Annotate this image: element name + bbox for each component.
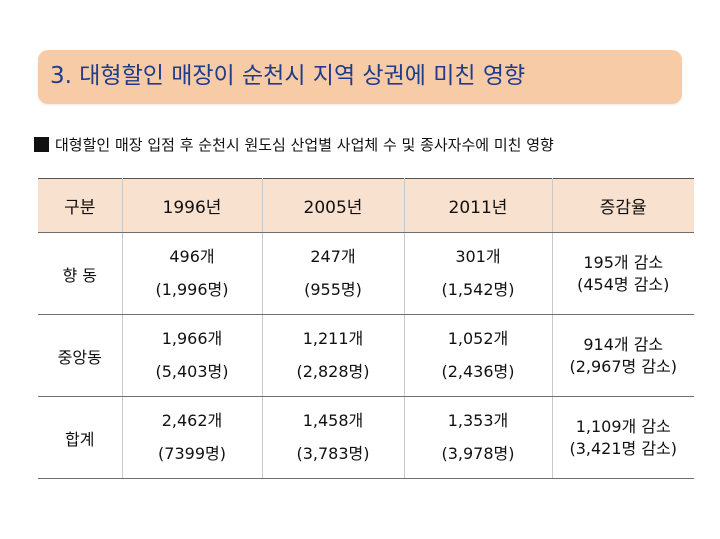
section-title-banner: 3. 대형할인 매장이 순천시 지역 상권에 미친 영향 — [38, 50, 682, 104]
business-count: 1,052개 — [447, 329, 509, 348]
business-count: 1,353개 — [447, 411, 509, 430]
employee-decrease: (454명 감소) — [577, 274, 670, 294]
cell-2005: 1,458개 (3,783명) — [261, 396, 405, 479]
row-label: 합계 — [38, 396, 123, 479]
table-caption-text: 대형할인 매장 입점 후 순천시 원도심 산업별 사업체 수 및 종사자수에 미… — [55, 136, 554, 154]
business-count: 247개 — [310, 247, 356, 266]
cell-1996: 2,462개 (7399명) — [121, 396, 263, 479]
business-decrease: 195개 감소 — [583, 252, 664, 272]
employee-count: (3,978명) — [441, 444, 515, 463]
business-decrease: 1,109개 감소 — [575, 416, 671, 436]
employee-decrease: (2,967명 감소) — [569, 356, 678, 376]
table-row: 향 동 496개 (1,996명) 247개 (955명) 301개 (1,54… — [38, 232, 694, 315]
employee-count: (7399명) — [158, 444, 226, 463]
statistics-table: 구분 1996년 2005년 2011년 증감율 향 동 496개 (1,996… — [38, 178, 694, 479]
business-count: 1,211개 — [302, 329, 364, 348]
table-header-row: 구분 1996년 2005년 2011년 증감율 — [38, 178, 694, 233]
employee-count: (955명) — [304, 280, 362, 299]
employee-count: (1,542명) — [441, 280, 515, 299]
column-header-2011: 2011년 — [403, 178, 553, 233]
business-count: 2,462개 — [161, 411, 223, 430]
business-decrease: 914개 감소 — [583, 334, 664, 354]
employee-count: (2,828명) — [296, 362, 370, 381]
table-row: 합계 2,462개 (7399명) 1,458개 (3,783명) 1,353개… — [38, 396, 694, 479]
employee-count: (5,403명) — [155, 362, 229, 381]
cell-2011: 1,353개 (3,978명) — [403, 396, 553, 479]
business-count: 301개 — [455, 247, 501, 266]
cell-2011: 1,052개 (2,436명) — [403, 314, 553, 397]
employee-count: (2,436명) — [441, 362, 515, 381]
employee-count: (3,783명) — [296, 444, 370, 463]
row-label: 중앙동 — [38, 314, 123, 397]
business-count: 1,966개 — [161, 329, 223, 348]
column-header-change: 증감율 — [551, 178, 694, 233]
table-row: 중앙동 1,966개 (5,403명) 1,211개 (2,828명) 1,05… — [38, 314, 694, 397]
cell-change: 1,109개 감소 (3,421명 감소) — [551, 396, 694, 479]
business-count: 496개 — [169, 247, 215, 266]
row-label: 향 동 — [38, 232, 123, 315]
column-header-2005: 2005년 — [261, 178, 405, 233]
cell-1996: 1,966개 (5,403명) — [121, 314, 263, 397]
black-square-bullet-icon — [34, 137, 49, 152]
column-header-category: 구분 — [38, 178, 123, 233]
employee-decrease: (3,421명 감소) — [569, 438, 678, 458]
column-header-1996: 1996년 — [121, 178, 263, 233]
cell-2011: 301개 (1,542명) — [403, 232, 553, 315]
table-caption: 대형할인 매장 입점 후 순천시 원도심 산업별 사업체 수 및 종사자수에 미… — [34, 135, 554, 155]
cell-change: 914개 감소 (2,967명 감소) — [551, 314, 694, 397]
cell-change: 195개 감소 (454명 감소) — [551, 232, 694, 315]
cell-2005: 1,211개 (2,828명) — [261, 314, 405, 397]
business-count: 1,458개 — [302, 411, 364, 430]
section-title: 3. 대형할인 매장이 순천시 지역 상권에 미친 영향 — [50, 63, 526, 89]
employee-count: (1,996명) — [155, 280, 229, 299]
cell-1996: 496개 (1,996명) — [121, 232, 263, 315]
cell-2005: 247개 (955명) — [261, 232, 405, 315]
